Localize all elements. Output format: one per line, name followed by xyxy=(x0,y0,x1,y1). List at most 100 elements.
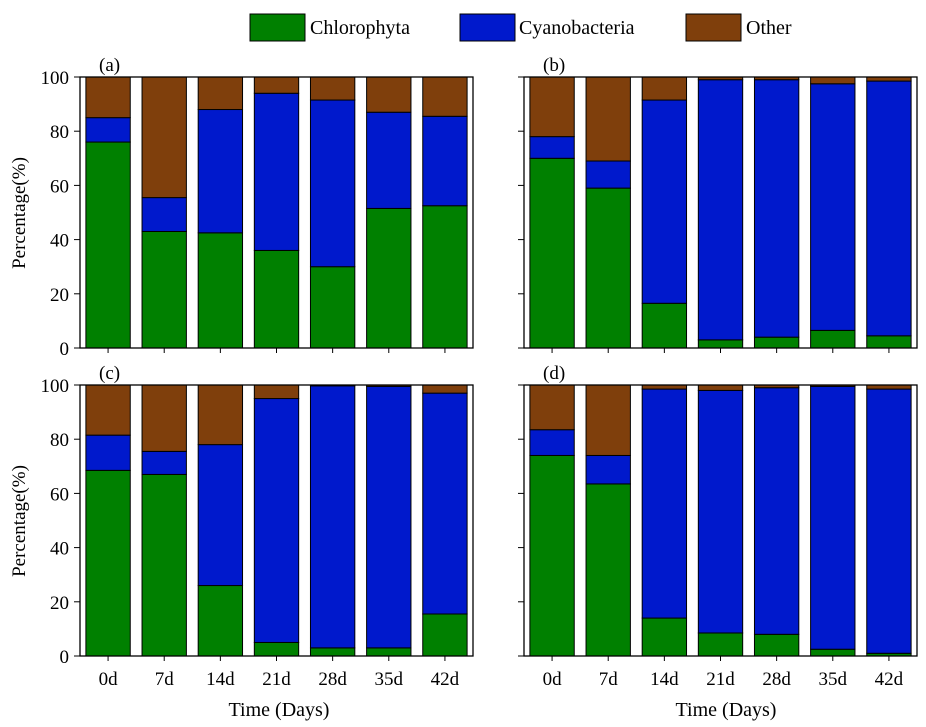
bar-segment-other-7d xyxy=(141,76,187,199)
x-tick-label-7d: 7d xyxy=(155,669,175,690)
x-tick-label-7d: 7d xyxy=(599,669,619,690)
bar-segment-other-7d xyxy=(585,76,631,162)
bar-segment-chlorophyta-42d xyxy=(422,613,468,657)
bar-segment-other-21d xyxy=(253,384,300,400)
legend-swatch-cyanobacteria xyxy=(459,13,516,42)
bar-segment-chlorophyta-14d xyxy=(641,617,688,657)
bar-segment-chlorophyta-35d xyxy=(810,648,856,657)
bar-segment-cyanobacteria-14d xyxy=(641,388,688,619)
bar-segment-chlorophyta-7d xyxy=(585,483,631,657)
panel-label: (a) xyxy=(99,55,120,76)
x-tick-label-0d: 0d xyxy=(543,669,563,690)
bar-segment-cyanobacteria-21d xyxy=(253,92,300,251)
y-tick-label-0: 0 xyxy=(60,647,70,668)
bar-segment-cyanobacteria-42d xyxy=(422,115,468,207)
bar-segment-chlorophyta-42d xyxy=(422,205,468,349)
bar-segment-cyanobacteria-7d xyxy=(141,450,187,475)
panel-label: (b) xyxy=(543,55,565,76)
x-tick-label-28d: 28d xyxy=(762,669,791,690)
panel-label: (d) xyxy=(543,363,565,384)
y-axis-label-top: Percentage(%) xyxy=(9,157,30,269)
bar-segment-cyanobacteria-7d xyxy=(585,454,631,485)
panel-c: 0d 7d 14d 21d 28d 35d 42d 0 20 40 60 80 100 (c) xyxy=(41,363,474,690)
bar-segment-cyanobacteria-35d xyxy=(810,83,856,331)
bar-segment-chlorophyta-14d xyxy=(197,232,244,349)
bar-segment-other-35d xyxy=(810,76,856,85)
y-tick-label-60: 60 xyxy=(50,484,69,505)
bar-segment-chlorophyta-0d xyxy=(529,157,575,349)
bar-segment-chlorophyta-14d xyxy=(641,302,688,349)
bar-segment-cyanobacteria-0d xyxy=(529,429,575,456)
bar-segment-chlorophyta-21d xyxy=(697,632,744,657)
bar-segment-other-14d xyxy=(641,76,688,101)
legend-swatch-other xyxy=(685,13,742,42)
bar-segment-cyanobacteria-0d xyxy=(85,434,131,471)
x-tick-label-0d: 0d xyxy=(99,669,119,690)
y-tick-label-20: 20 xyxy=(50,593,69,614)
bar-segment-cyanobacteria-42d xyxy=(422,392,468,615)
bar-segment-chlorophyta-28d xyxy=(309,266,356,349)
legend-label-cyanobacteria: Cyanobacteria xyxy=(519,17,635,39)
bar-segment-chlorophyta-14d xyxy=(197,585,244,657)
plot-frame xyxy=(523,384,918,657)
bar-segment-cyanobacteria-21d xyxy=(253,398,300,643)
x-tick-label-28d: 28d xyxy=(318,669,347,690)
y-tick-label-40: 40 xyxy=(50,539,69,560)
y-tick-label-40: 40 xyxy=(50,231,69,252)
bar-segment-other-35d xyxy=(366,76,412,113)
x-axis-label-right: Time (Days) xyxy=(676,699,777,721)
bar-segment-cyanobacteria-28d xyxy=(309,99,356,268)
bar-segment-cyanobacteria-42d xyxy=(866,80,912,337)
bar-segment-chlorophyta-7d xyxy=(141,230,187,349)
x-axis-label-left: Time (Days) xyxy=(229,699,330,721)
bar-segment-chlorophyta-42d xyxy=(866,335,912,349)
bar-segment-other-21d xyxy=(253,76,300,94)
bar-segment-other-0d xyxy=(85,384,131,436)
bar-segment-chlorophyta-7d xyxy=(141,473,187,657)
bar-segment-other-28d xyxy=(309,76,356,101)
bar-segment-cyanobacteria-0d xyxy=(85,117,131,143)
legend-swatch-chlorophyta xyxy=(249,13,306,42)
bar-segment-other-7d xyxy=(585,384,631,456)
bar-segment-other-0d xyxy=(529,76,575,138)
bar-segment-cyanobacteria-21d xyxy=(697,79,744,341)
bar-segment-cyanobacteria-21d xyxy=(697,389,744,634)
bar-segment-chlorophyta-21d xyxy=(253,249,300,349)
y-tick-label-60: 60 xyxy=(50,176,69,197)
panel-label: (c) xyxy=(99,363,120,384)
x-tick-label-42d: 42d xyxy=(875,669,904,690)
x-tick-label-21d: 21d xyxy=(262,669,291,690)
bar-segment-cyanobacteria-28d xyxy=(753,387,800,635)
plot-frame xyxy=(523,76,918,349)
bar-segment-chlorophyta-21d xyxy=(253,641,300,657)
bar-segment-cyanobacteria-35d xyxy=(366,111,412,209)
bar-segment-chlorophyta-35d xyxy=(366,207,412,349)
bar-segment-cyanobacteria-28d xyxy=(309,385,356,649)
legend: Chlorophyta Cyanobacteria Other xyxy=(249,13,792,42)
bar-segment-chlorophyta-35d xyxy=(810,329,856,349)
plot-frame xyxy=(79,384,474,657)
bar-segment-chlorophyta-28d xyxy=(309,647,356,657)
bar-segment-chlorophyta-0d xyxy=(529,454,575,657)
bar-segment-chlorophyta-28d xyxy=(753,336,800,349)
chart-panels: 0 20 40 60 80 100 (a) (b) 0d 7d 14d 21d 28d 35d 42d 0 20… xyxy=(41,55,918,690)
y-tick-label-100: 100 xyxy=(41,68,70,89)
bar-segment-cyanobacteria-7d xyxy=(585,160,631,189)
bar-segment-other-0d xyxy=(529,384,575,431)
x-tick-label-21d: 21d xyxy=(706,669,735,690)
bar-segment-cyanobacteria-28d xyxy=(753,79,800,338)
bar-segment-chlorophyta-7d xyxy=(585,187,631,349)
y-tick-label-20: 20 xyxy=(50,285,69,306)
bar-segment-cyanobacteria-14d xyxy=(197,444,244,587)
bar-segment-cyanobacteria-14d xyxy=(641,99,688,304)
bar-segment-chlorophyta-35d xyxy=(366,647,412,657)
bar-segment-cyanobacteria-42d xyxy=(866,388,912,654)
bar-segment-other-42d xyxy=(422,384,468,394)
x-tick-label-14d: 14d xyxy=(206,669,235,690)
bar-segment-cyanobacteria-14d xyxy=(197,109,244,234)
bar-segment-chlorophyta-0d xyxy=(85,141,131,349)
bar-segment-chlorophyta-28d xyxy=(753,633,800,657)
bar-segment-chlorophyta-0d xyxy=(85,469,131,657)
plot-frame xyxy=(79,76,474,349)
